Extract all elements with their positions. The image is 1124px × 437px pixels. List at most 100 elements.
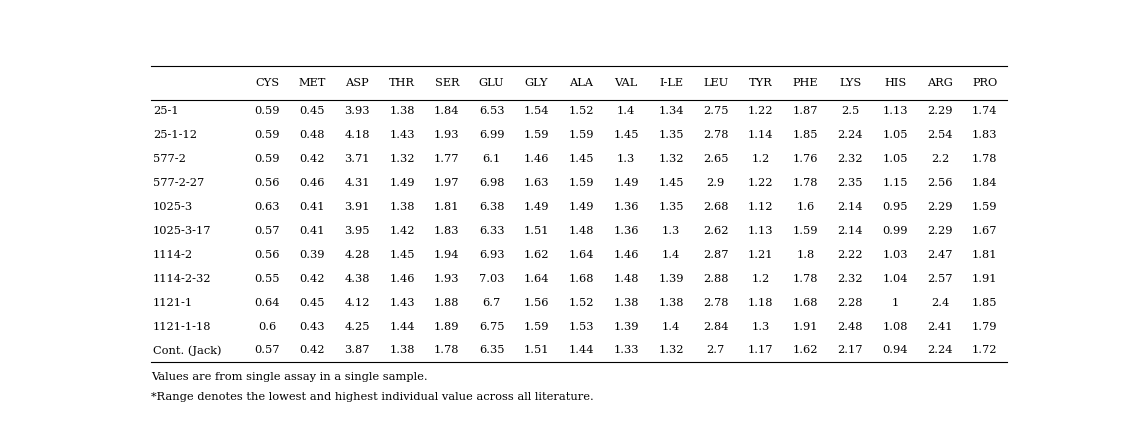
Text: 2.54: 2.54 [927, 130, 953, 140]
Text: 4.38: 4.38 [344, 274, 370, 284]
Text: 1.77: 1.77 [434, 154, 460, 164]
Text: 1.03: 1.03 [882, 250, 908, 260]
Text: 1.4: 1.4 [662, 250, 680, 260]
Text: GLY: GLY [525, 78, 549, 88]
Text: 7.03: 7.03 [479, 274, 505, 284]
Text: 1.93: 1.93 [434, 274, 460, 284]
Text: PRO: PRO [972, 78, 997, 88]
Text: 4.31: 4.31 [344, 178, 370, 188]
Text: 1.53: 1.53 [569, 322, 595, 332]
Text: THR: THR [389, 78, 415, 88]
Text: 1.05: 1.05 [882, 130, 908, 140]
Text: 1.76: 1.76 [792, 154, 818, 164]
Text: 6.7: 6.7 [482, 298, 501, 308]
Text: 3.71: 3.71 [344, 154, 370, 164]
Text: 0.42: 0.42 [299, 274, 325, 284]
Text: 1.13: 1.13 [747, 226, 773, 236]
Text: 1.35: 1.35 [659, 202, 683, 212]
Text: 1.91: 1.91 [792, 322, 818, 332]
Text: 4.25: 4.25 [344, 322, 370, 332]
Text: 6.75: 6.75 [479, 322, 505, 332]
Text: MET: MET [299, 78, 326, 88]
Text: 0.57: 0.57 [255, 226, 280, 236]
Text: 2.47: 2.47 [927, 250, 953, 260]
Text: 1025-3-17: 1025-3-17 [153, 226, 211, 236]
Text: ALA: ALA [569, 78, 593, 88]
Text: 2.68: 2.68 [702, 202, 728, 212]
Text: 0.59: 0.59 [255, 154, 280, 164]
Text: 1.3: 1.3 [662, 226, 680, 236]
Text: 0.63: 0.63 [255, 202, 280, 212]
Text: 1.64: 1.64 [569, 250, 595, 260]
Text: 2.32: 2.32 [837, 154, 863, 164]
Text: 2.28: 2.28 [837, 298, 863, 308]
Text: 0.46: 0.46 [299, 178, 325, 188]
Text: 4.18: 4.18 [344, 130, 370, 140]
Text: 2.78: 2.78 [702, 130, 728, 140]
Text: 2.62: 2.62 [702, 226, 728, 236]
Text: 1.38: 1.38 [389, 345, 415, 355]
Text: ASP: ASP [345, 78, 369, 88]
Text: 2.14: 2.14 [837, 202, 863, 212]
Text: PHE: PHE [792, 78, 818, 88]
Text: 1.8: 1.8 [797, 250, 815, 260]
Text: 1.45: 1.45 [614, 130, 638, 140]
Text: HIS: HIS [885, 78, 906, 88]
Text: 1.4: 1.4 [617, 107, 635, 117]
Text: 0.45: 0.45 [299, 298, 325, 308]
Text: 3.91: 3.91 [344, 202, 370, 212]
Text: 1.59: 1.59 [569, 130, 595, 140]
Text: 1.32: 1.32 [389, 154, 415, 164]
Text: 0.42: 0.42 [299, 345, 325, 355]
Text: 1025-3: 1025-3 [153, 202, 193, 212]
Text: 6.35: 6.35 [479, 345, 505, 355]
Text: 1.78: 1.78 [434, 345, 460, 355]
Text: 1121-1-18: 1121-1-18 [153, 322, 211, 332]
Text: 6.1: 6.1 [482, 154, 501, 164]
Text: 1.51: 1.51 [524, 226, 550, 236]
Text: 1.04: 1.04 [882, 274, 908, 284]
Text: 1: 1 [891, 298, 899, 308]
Text: 25-1-12: 25-1-12 [153, 130, 197, 140]
Text: 1.68: 1.68 [792, 298, 818, 308]
Text: 1.74: 1.74 [972, 107, 998, 117]
Text: *Range denotes the lowest and highest individual value across all literature.: *Range denotes the lowest and highest in… [151, 392, 593, 402]
Text: 2.57: 2.57 [927, 274, 953, 284]
Text: 2.29: 2.29 [927, 107, 953, 117]
Text: 1.38: 1.38 [659, 298, 683, 308]
Text: 1.43: 1.43 [389, 130, 415, 140]
Text: 2.4: 2.4 [931, 298, 949, 308]
Text: Cont. (Jack): Cont. (Jack) [153, 345, 221, 356]
Text: 1.79: 1.79 [972, 322, 998, 332]
Text: 4.28: 4.28 [344, 250, 370, 260]
Text: 1.64: 1.64 [524, 274, 550, 284]
Text: 1.97: 1.97 [434, 178, 460, 188]
Text: 1.32: 1.32 [659, 154, 683, 164]
Text: 1.22: 1.22 [747, 107, 773, 117]
Text: 2.2: 2.2 [931, 154, 949, 164]
Text: 1.38: 1.38 [614, 298, 638, 308]
Text: 1.83: 1.83 [434, 226, 460, 236]
Text: 1.39: 1.39 [614, 322, 638, 332]
Text: 2.56: 2.56 [927, 178, 953, 188]
Text: 1.84: 1.84 [972, 178, 998, 188]
Text: ARG: ARG [927, 78, 953, 88]
Text: 1.67: 1.67 [972, 226, 998, 236]
Text: 0.48: 0.48 [299, 130, 325, 140]
Text: 0.41: 0.41 [299, 202, 325, 212]
Text: 4.12: 4.12 [344, 298, 370, 308]
Text: 1.84: 1.84 [434, 107, 460, 117]
Text: 0.6: 0.6 [259, 322, 277, 332]
Text: TYR: TYR [749, 78, 772, 88]
Text: 6.38: 6.38 [479, 202, 505, 212]
Text: 1121-1: 1121-1 [153, 298, 193, 308]
Text: 1.35: 1.35 [659, 130, 683, 140]
Text: 0.95: 0.95 [882, 202, 908, 212]
Text: 0.43: 0.43 [299, 322, 325, 332]
Text: 0.56: 0.56 [255, 250, 280, 260]
Text: 1.49: 1.49 [569, 202, 595, 212]
Text: 1.12: 1.12 [747, 202, 773, 212]
Text: 1.85: 1.85 [972, 298, 998, 308]
Text: 1.94: 1.94 [434, 250, 460, 260]
Text: 1.52: 1.52 [569, 298, 595, 308]
